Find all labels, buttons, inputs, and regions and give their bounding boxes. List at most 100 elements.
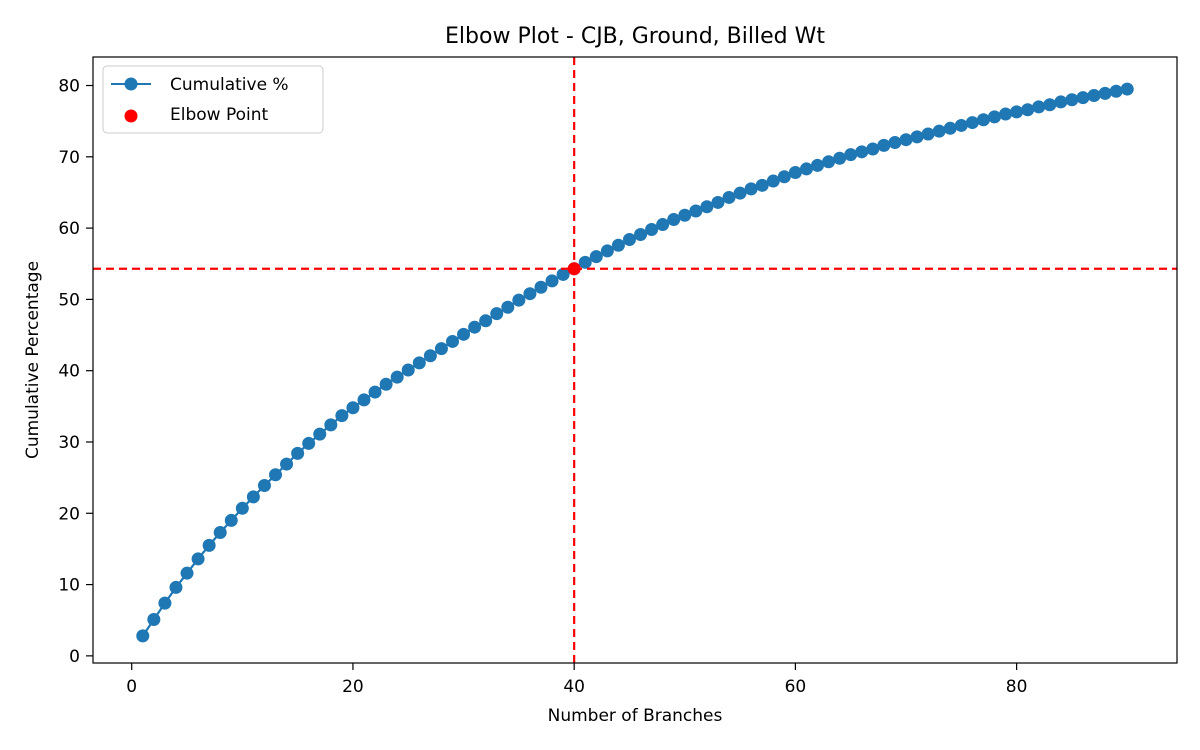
- data-point: [1043, 98, 1057, 112]
- data-point: [954, 118, 968, 132]
- data-point: [479, 314, 493, 328]
- data-point: [689, 204, 703, 218]
- data-point: [888, 136, 902, 150]
- data-point: [302, 436, 316, 450]
- data-point: [600, 244, 614, 258]
- data-point: [866, 142, 880, 156]
- data-point: [280, 457, 294, 471]
- data-point: [733, 186, 747, 200]
- data-point: [379, 377, 393, 391]
- data-point: [291, 446, 305, 460]
- legend-box: [102, 65, 324, 134]
- data-point: [855, 145, 869, 159]
- x-tick-label: 0: [126, 677, 137, 697]
- data-point: [622, 233, 636, 247]
- x-tick-label: 40: [563, 677, 585, 697]
- y-tick-label: 30: [58, 433, 80, 453]
- data-point: [545, 274, 559, 288]
- data-point: [678, 208, 692, 222]
- data-point: [224, 513, 238, 527]
- data-point: [965, 116, 979, 130]
- data-point: [335, 409, 349, 423]
- data-point: [169, 580, 183, 594]
- data-point: [313, 427, 327, 441]
- chart-title: Elbow Plot - CJB, Ground, Billed Wt: [445, 24, 825, 49]
- x-tick-label: 60: [785, 677, 807, 697]
- data-point: [1098, 86, 1112, 100]
- data-point: [468, 320, 482, 334]
- data-point: [445, 334, 459, 348]
- y-tick-label: 70: [58, 148, 80, 168]
- data-point: [1032, 100, 1046, 114]
- data-point: [1120, 82, 1134, 96]
- data-point: [822, 155, 836, 169]
- data-point: [987, 110, 1001, 124]
- data-point: [368, 385, 382, 399]
- data-point: [766, 174, 780, 188]
- x-axis-label: Number of Branches: [548, 706, 723, 726]
- data-point: [457, 327, 471, 341]
- data-point: [1010, 105, 1024, 119]
- elbow-point: [567, 262, 581, 276]
- data-point: [191, 552, 205, 566]
- data-point: [667, 213, 681, 227]
- y-tick-label: 20: [58, 504, 80, 524]
- data-point: [744, 182, 758, 196]
- data-point: [799, 162, 813, 176]
- data-point: [512, 293, 526, 307]
- data-point: [401, 363, 415, 377]
- legend-elbow-swatch: [124, 109, 138, 123]
- y-tick-label: 40: [58, 362, 80, 382]
- data-point: [158, 596, 172, 610]
- data-point: [611, 238, 625, 252]
- plot-frame: [92, 56, 1178, 664]
- data-point: [257, 478, 271, 492]
- y-tick-label: 60: [58, 219, 80, 239]
- data-point: [235, 501, 249, 515]
- data-point: [1065, 93, 1079, 107]
- data-point: [412, 356, 426, 370]
- data-point: [844, 148, 858, 162]
- data-point: [700, 200, 714, 214]
- y-tick-label: 80: [58, 77, 80, 97]
- data-point: [788, 165, 802, 179]
- data-point: [213, 526, 227, 540]
- legend-marker-swatch: [124, 77, 138, 91]
- data-point: [634, 228, 648, 242]
- data-point: [357, 393, 371, 407]
- data-point: [246, 490, 260, 504]
- data-point: [180, 566, 194, 580]
- data-point: [523, 287, 537, 301]
- data-point: [722, 190, 736, 204]
- data-point: [434, 342, 448, 356]
- data-point: [147, 613, 161, 627]
- data-point: [645, 223, 659, 237]
- data-point: [976, 113, 990, 127]
- data-point: [899, 133, 913, 147]
- data-point: [932, 124, 946, 138]
- data-point: [501, 300, 515, 314]
- data-point: [877, 138, 891, 152]
- data-point: [324, 418, 338, 432]
- data-point: [269, 468, 283, 482]
- data-point: [711, 195, 725, 209]
- data-point: [943, 121, 957, 135]
- legend: Cumulative % Elbow Point: [102, 65, 324, 134]
- data-point: [556, 267, 570, 281]
- data-point: [534, 280, 548, 294]
- data-point: [390, 370, 404, 384]
- data-point: [202, 538, 216, 552]
- data-point: [578, 255, 592, 269]
- data-point: [910, 130, 924, 144]
- legend-entry-cumulative: Cumulative %: [170, 75, 289, 95]
- data-point: [1054, 95, 1068, 109]
- data-point: [755, 178, 769, 192]
- data-point: [921, 127, 935, 141]
- y-axis-label: Cumulative Percentage: [23, 261, 43, 459]
- data-point: [490, 307, 504, 321]
- x-tick-label: 80: [1006, 677, 1028, 697]
- data-point: [346, 401, 360, 415]
- y-tick-label: 50: [58, 290, 80, 310]
- data-point: [999, 107, 1013, 121]
